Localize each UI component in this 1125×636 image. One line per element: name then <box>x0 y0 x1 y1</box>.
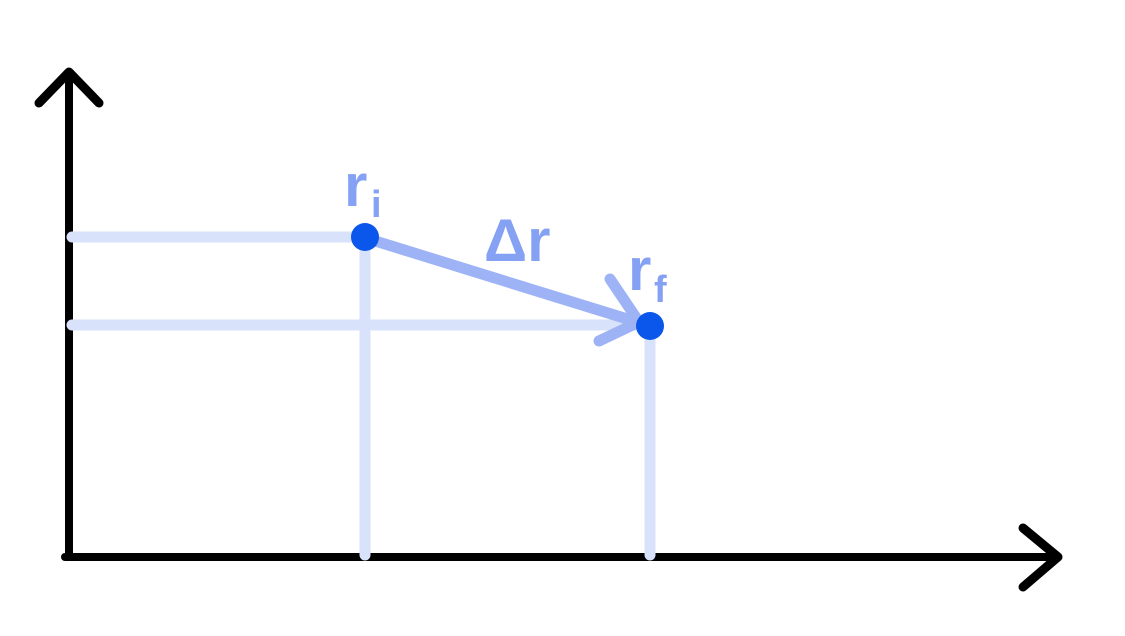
label-final-position-subscript: f <box>654 269 667 311</box>
label-displacement-vector: Δr <box>484 207 550 274</box>
x-axis-arrowhead-icon <box>1018 523 1063 592</box>
point-final-position <box>636 312 664 340</box>
label-initial-position-subscript: i <box>371 184 382 226</box>
y-axis-arrowhead-icon <box>34 67 104 108</box>
label-final-position: r <box>628 236 651 303</box>
label-initial-position: r <box>344 152 367 219</box>
point-initial-position <box>351 223 379 251</box>
displacement-vector-shaft <box>366 234 643 328</box>
